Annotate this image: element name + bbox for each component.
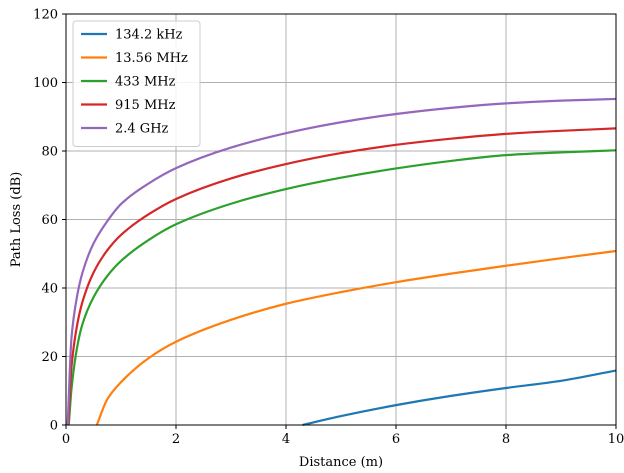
- x-tick-label: 10: [608, 432, 624, 447]
- legend-box: [72, 20, 201, 147]
- y-tick-label: 80: [41, 145, 58, 160]
- legend-label: 2.4 GHz: [115, 122, 169, 137]
- legend: 134.2 kHz 13.56 MHz 433 MHz 915 MHz 2.4 GHz: [72, 20, 201, 147]
- legend-label: 915 MHz: [115, 98, 176, 113]
- x-tick-label: 0: [62, 432, 70, 447]
- y-tick-label: 120: [33, 8, 58, 23]
- legend-label: 134.2 kHz: [115, 28, 183, 43]
- y-tick-label: 20: [41, 350, 58, 365]
- series-line-0: [302, 369, 617, 427]
- y-axis-label: Path Loss (dB): [9, 172, 24, 268]
- series-lines: [66, 97, 617, 427]
- y-tick-label: 100: [33, 76, 58, 91]
- legend-label: 433 MHz: [115, 75, 176, 90]
- x-tick-label: 8: [502, 432, 510, 447]
- x-axis-label: Distance (m): [299, 455, 383, 470]
- legend-label: 13.56 MHz: [115, 51, 188, 66]
- x-tick-label: 6: [392, 432, 400, 447]
- y-tick-label: 60: [41, 213, 58, 228]
- series-line-4: [66, 97, 617, 426]
- y-tick-label: 40: [41, 282, 58, 297]
- series-line-2: [67, 149, 617, 426]
- x-tick-label: 2: [172, 432, 180, 447]
- series-line-1: [95, 249, 617, 426]
- y-tick-label: 0: [50, 419, 58, 434]
- x-tick-label: 4: [282, 432, 290, 447]
- series-line-3: [67, 127, 617, 426]
